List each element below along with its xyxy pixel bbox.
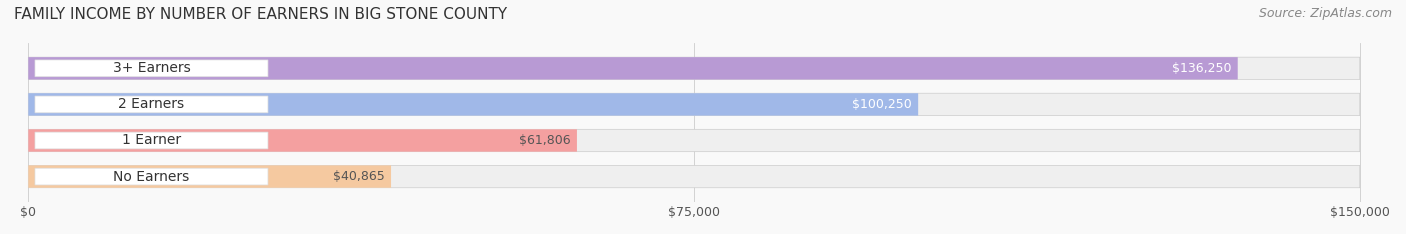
FancyBboxPatch shape bbox=[35, 60, 269, 77]
FancyBboxPatch shape bbox=[35, 168, 269, 185]
Text: 3+ Earners: 3+ Earners bbox=[112, 61, 190, 75]
FancyBboxPatch shape bbox=[28, 129, 1360, 152]
FancyBboxPatch shape bbox=[28, 93, 918, 116]
FancyBboxPatch shape bbox=[28, 165, 391, 188]
FancyBboxPatch shape bbox=[35, 132, 269, 149]
FancyBboxPatch shape bbox=[28, 57, 1360, 80]
FancyBboxPatch shape bbox=[28, 93, 1360, 116]
Text: No Earners: No Earners bbox=[114, 170, 190, 184]
Text: 2 Earners: 2 Earners bbox=[118, 97, 184, 111]
Text: $100,250: $100,250 bbox=[852, 98, 911, 111]
Text: Source: ZipAtlas.com: Source: ZipAtlas.com bbox=[1258, 7, 1392, 20]
FancyBboxPatch shape bbox=[28, 57, 1237, 80]
Text: $136,250: $136,250 bbox=[1171, 62, 1232, 75]
Text: $40,865: $40,865 bbox=[333, 170, 384, 183]
FancyBboxPatch shape bbox=[28, 129, 576, 152]
Text: FAMILY INCOME BY NUMBER OF EARNERS IN BIG STONE COUNTY: FAMILY INCOME BY NUMBER OF EARNERS IN BI… bbox=[14, 7, 508, 22]
Text: 1 Earner: 1 Earner bbox=[122, 133, 181, 147]
Text: $61,806: $61,806 bbox=[519, 134, 571, 147]
FancyBboxPatch shape bbox=[28, 165, 1360, 188]
FancyBboxPatch shape bbox=[35, 96, 269, 113]
